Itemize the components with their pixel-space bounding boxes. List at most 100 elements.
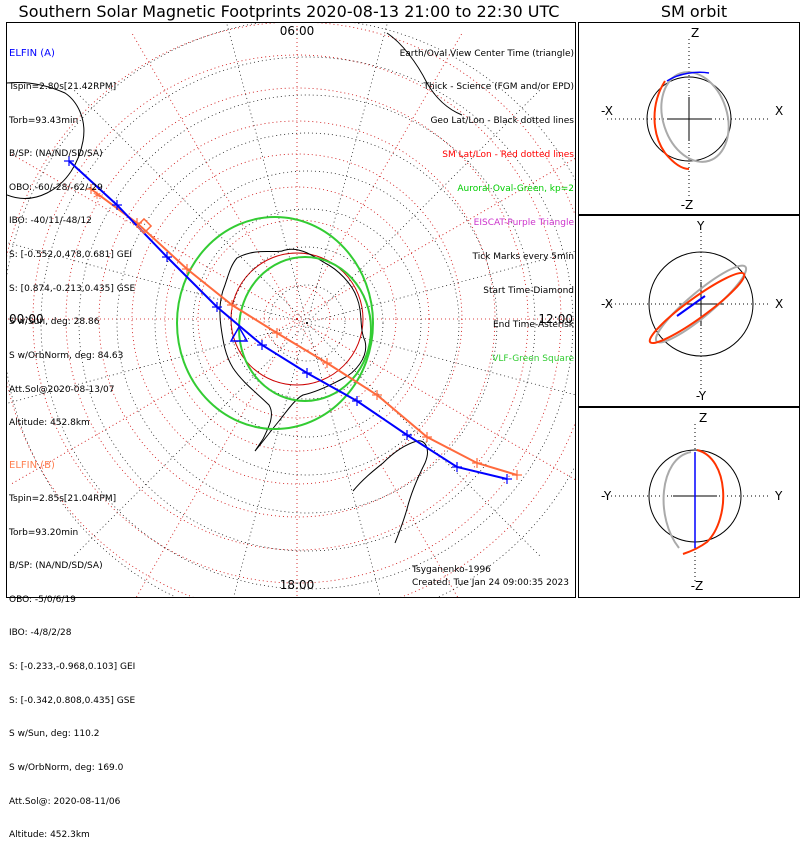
geo-longitude-line [233,322,308,597]
geo-latitude-ring [40,56,574,590]
mlt-label-bottom: 18:00 [280,578,315,592]
elfin-a-line: Tspin=2.80s[21.42RPM] [9,82,117,93]
elfin-b-line: S w/Sun, deg: 110.2 [9,729,100,740]
elfin-b-line: Att.Sol@: 2020-08-11/06 [9,796,121,807]
geo-longitude-line [306,23,388,324]
sm-axis-label-bottom: -Z [691,579,704,593]
orbit-other [662,451,692,549]
legend-item: Geo Lat/Lon - Black dotted lines [430,116,574,127]
legend-item: Thick - Science (FGM and/or EPD) [423,82,574,93]
geo-longitude-line [306,322,575,396]
elfin-b-line: IBO: -4/8/2/28 [9,628,72,639]
footprint-plot-frame: * 06:00 00:00 12:00 18:00 [6,22,576,598]
elfin-b-polyline [90,188,518,476]
elfin-a-line: IBO: -40/11/-48/12 [9,216,92,227]
sm-longitude-line [136,318,298,597]
sm-orbit-panel-xy: Y -Y -X X [578,215,800,407]
sm-axis-label-bottom: -Z [681,198,694,212]
legend-item: Earth/Oval View Center Time (triangle) [399,48,574,59]
sm-longitude-line [11,153,298,320]
elfin-a-name: ELFIN (A) [9,48,55,60]
sm-latitude-ring [197,219,397,419]
orbit-elfin-a [666,71,710,82]
sm-longitude-line [296,33,463,320]
elfin-a-line: Att.Sol@2020-08-13/07 [9,384,115,395]
sm-longitude-line [131,33,298,320]
sm-orbit-xz: Z -Z -X X [601,26,783,212]
elfin-a-line: Torb=93.43min [9,115,79,126]
auroral-ovals [176,216,374,430]
orbit-other [660,71,730,163]
orbit-elfin-b [653,80,690,170]
antarctica-coastline [219,248,367,452]
elfin-b-name: ELFIN (B) [9,460,55,472]
elfin-b-track [86,184,522,480]
sm-axis-label-top: Z [699,411,707,425]
africa-coastline [386,32,463,116]
legend-item: Auroral Oval-Green, kp=2 [457,184,574,195]
orbit-elfin-b [682,449,725,555]
earth-outline [646,76,732,162]
footprint-plot: * 06:00 00:00 12:00 18:00 [7,23,575,597]
auroral-oval-outer [176,216,374,430]
elfin-a-line: S: [-0.552,0.478,0.681] GEI [9,250,133,261]
south-america-coastline [352,440,428,544]
legend-item: EISCAT-Purple Triangle [473,218,574,229]
sm-longitude-line [296,158,575,320]
sm-axis-label-top: Z [691,26,699,40]
geo-latitude-ring [116,132,498,514]
geo-longitude-line [7,322,308,404]
mlt-label-right: 12:00 [538,312,573,326]
geo-longitude-line [306,322,541,557]
sm-orbit-xy: Y -Y -X X [601,219,783,403]
mlt-label-left: 00:00 [9,312,44,326]
geo-longitude-line [306,250,575,324]
credit-author: Tsyganenko-1996 [412,565,491,575]
sm-longitude-line [11,318,298,485]
elfin-b-line: Torb=93.20min [9,527,79,538]
end-asterisk: * [93,188,101,207]
sm-axis-label-left: -Y [601,489,612,503]
legend-item: End Time-Asterisk [492,319,574,330]
sm-axis-label-top: Y [696,219,705,233]
orbit-elfin-b [648,271,746,345]
elfin-b-line: B/SP: (NA/ND/SD/SA) [9,561,103,572]
sm-axis-label-left: -X [601,104,613,118]
sm-axis-label-left: -X [601,297,613,311]
orbit-elfin-a [676,295,706,317]
elfin-a-line: OBO: -60/-28/-62/-29 [9,182,103,193]
start-diamond [135,217,153,235]
sm-longitude-lines [7,23,575,597]
sm-orbit-panel-yz: Z -Z -Y Y [578,407,800,598]
elfin-a-line: B/SP: (NA/ND/SD/SA) [9,149,103,160]
mlt-label-top: 06:00 [280,24,315,38]
sm-orbit-panel-xz: Z -Z -X X [578,22,800,215]
elfin-a-info: ELFIN (A) Tspin=2.80s[21.42RPM] Torb=93.… [9,26,135,441]
geo-latitude-ring [268,284,346,362]
australia-coastline [7,82,85,199]
geo-latitude-ring [230,246,384,400]
orbit-other [654,264,748,344]
sm-orbit-yz: Z -Z -Y Y [601,411,783,593]
elfin-a-line: S w/OrbNorm, deg: 84.63 [9,350,124,361]
legend: Earth/Oval View Center Time (triangle) T… [400,26,574,376]
legend-item: Start Time-Diamond [483,285,574,296]
sm-longitude-line [296,318,458,597]
earth-outline [648,251,754,357]
elfin-b-line: Altitude: 452.3km [9,830,90,841]
view-center-triangle [229,325,249,342]
sm-axis-label-bottom: -Y [696,389,707,403]
sm-axis-label-right: Y [774,489,783,503]
elfin-a-line: S: [0.874,-0.213,0.435] GSE [9,283,136,294]
elfin-b-line: S w/OrbNorm, deg: 169.0 [9,762,124,773]
sm-axis-label-right: X [775,297,783,311]
sm-orbit-title: SM orbit [660,2,728,21]
geo-latitude-ring [78,94,536,552]
elfin-b-info: ELFIN (B) Tspin=2.85s[21.04RPM] Torb=93.… [9,438,135,853]
plot-title: Southern Solar Magnetic Footprints 2020-… [18,2,560,21]
elfin-b-line: S: [-0.233,-0.968,0.103] GEI [9,662,136,673]
sm-longitude-line [296,318,575,480]
elfin-b-line: OBO: -5/0/6/19 [9,594,76,605]
geo-longitude-line [226,23,308,324]
elfin-b-line: S: [-0.342,0.808,0.435] GSE [9,695,136,706]
